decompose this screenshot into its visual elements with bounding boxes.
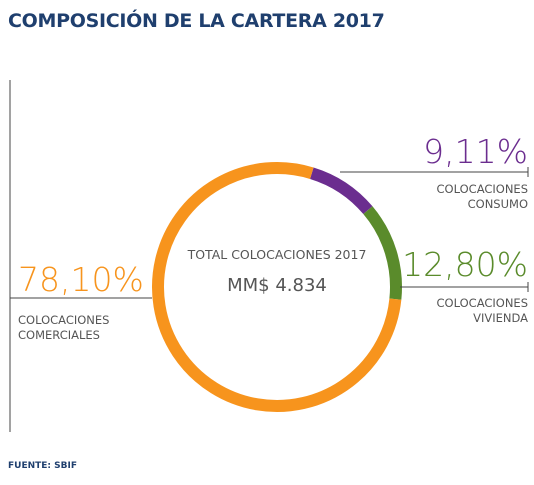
center-title: TOTAL COLOCACIONES 2017 <box>187 247 367 262</box>
value-label: 9,11% <box>423 132 528 171</box>
source: FUENTE: SBIF <box>8 461 77 471</box>
donut-segment <box>363 206 402 300</box>
category-label: COLOCACIONES VIVIENDA <box>436 296 528 325</box>
center-value: MM$ 4.834 <box>227 275 327 296</box>
category-label: COLOCACIONES CONSUMO <box>436 182 528 211</box>
value-label: 78,10% <box>18 260 144 299</box>
donut-segment <box>152 162 402 412</box>
category-label: COLOCACIONES COMERCIALES <box>18 313 110 342</box>
value-label: 12,80% <box>402 245 528 284</box>
donut-segment <box>309 167 373 215</box>
chart-title: COMPOSICIÓN DE LA CARTERA 2017 <box>8 10 385 32</box>
